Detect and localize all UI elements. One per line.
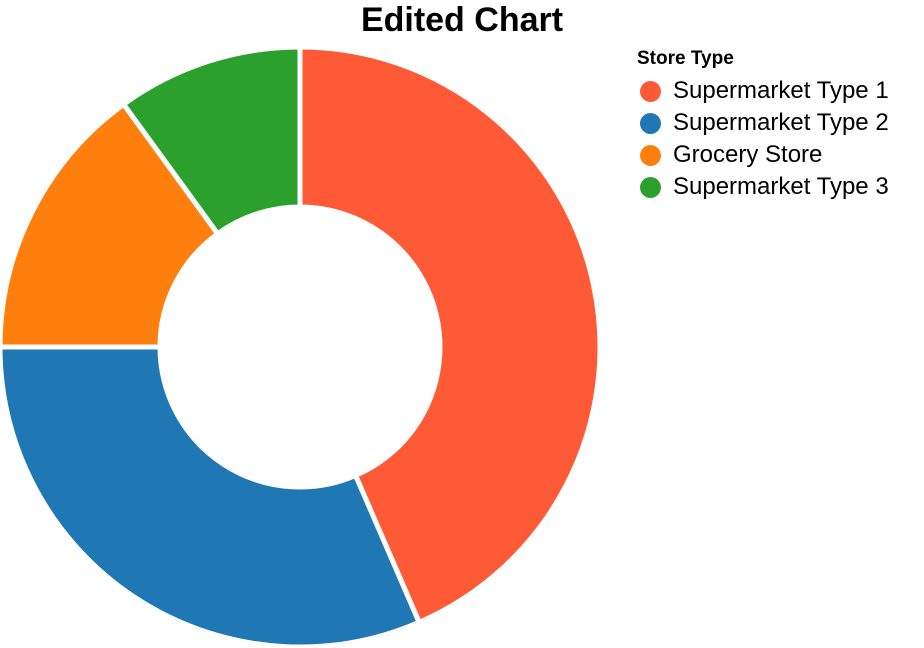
legend-title: Store Type <box>637 48 734 69</box>
chart-title-text: Edited Chart <box>360 1 564 39</box>
legend-label-supermarket-type-1: Supermarket Type 1 <box>673 77 889 104</box>
slice-supermarket-type-1 <box>297 44 603 625</box>
legend-item-supermarket-type-1: Supermarket Type 1 <box>637 75 889 107</box>
legend: Store Type Supermarket Type 1 Supermarket… <box>637 47 889 203</box>
legend-swatch-supermarket-type-3 <box>640 176 661 198</box>
legend-item-supermarket-type-3: Supermarket Type 3 <box>637 171 889 203</box>
legend-items: Supermarket Type 1 Supermarket Type 2 Groc… <box>637 75 889 203</box>
legend-label-supermarket-type-2: Supermarket Type 2 <box>673 109 889 136</box>
donut-slices <box>0 44 603 648</box>
legend-label-grocery-store: Grocery Store <box>673 141 823 168</box>
legend-item-grocery-store: Grocery Store <box>637 139 889 171</box>
legend-label-supermarket-type-3: Supermarket Type 3 <box>673 173 889 200</box>
legend-swatch-supermarket-type-1 <box>640 80 661 102</box>
slice-supermarket-type-2 <box>0 344 422 648</box>
legend-item-supermarket-type-2: Supermarket Type 2 <box>637 107 889 139</box>
legend-swatch-grocery-store <box>640 144 661 166</box>
slice-supermarket-type-3 <box>121 44 303 237</box>
legend-swatch-supermarket-type-2 <box>640 112 661 134</box>
slice-grocery-store <box>0 101 221 350</box>
chart-title: Edited Chart <box>0 0 924 40</box>
